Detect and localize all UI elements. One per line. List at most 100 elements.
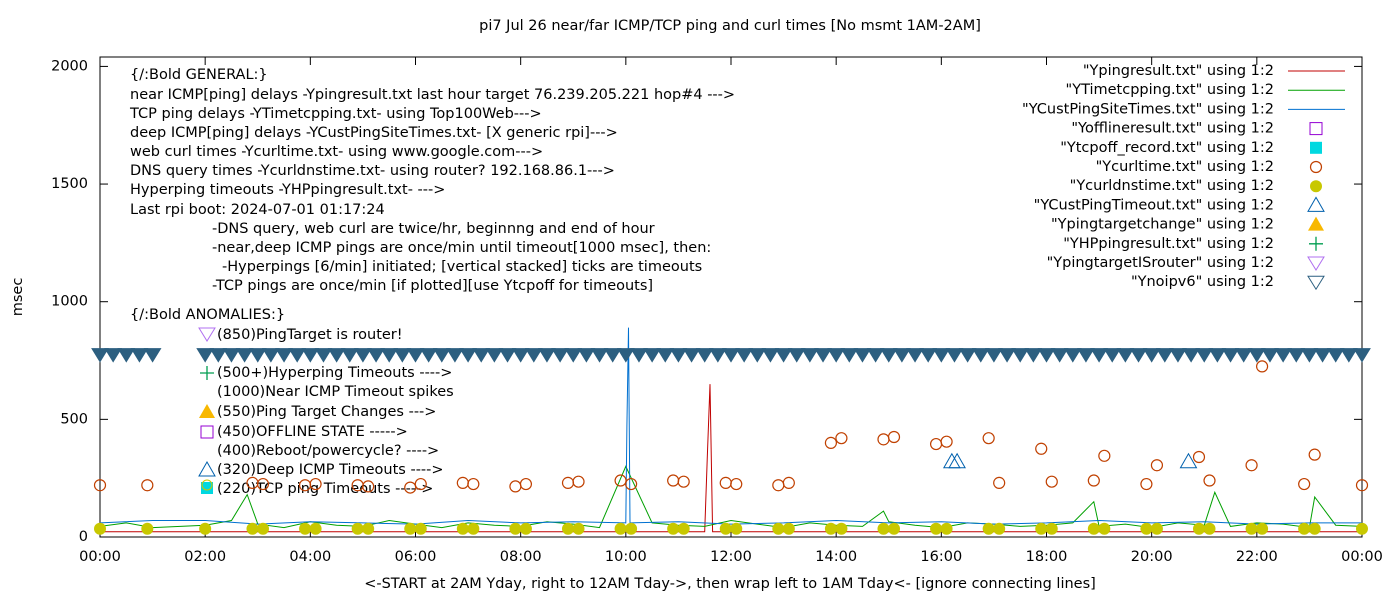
legend-label: "YpingtargetISrouter" using 1:2: [1047, 255, 1274, 271]
dot-marker: [404, 522, 417, 535]
legend-label: "Ycurltime.txt" using 1:2: [1096, 159, 1274, 175]
dot-marker: [772, 522, 785, 535]
triangle-down-marker: [853, 348, 872, 363]
annotation: (400)Reboot/powercycle? ---->: [217, 443, 439, 459]
triangle-down-marker: [616, 348, 635, 363]
triangle-down-marker: [1221, 348, 1240, 363]
annotation: Hyperping timeouts -YHPpingresult.txt- -…: [130, 182, 445, 198]
series-markers: [94, 522, 1368, 535]
triangle-down-marker: [104, 348, 123, 363]
triangle-down-marker: [288, 348, 307, 363]
dot-marker: [299, 522, 312, 535]
icon-tcp-timeout: [201, 482, 213, 494]
triangle-down-marker: [1169, 348, 1187, 363]
triangle-down-marker: [919, 348, 938, 363]
plus-marker: [1309, 236, 1323, 251]
circle-marker: [730, 477, 743, 491]
circle-marker: [1098, 449, 1111, 462]
x-tick-label: 22:00: [1236, 549, 1278, 565]
dot-marker: [1203, 522, 1216, 535]
dot-marker: [835, 522, 848, 535]
annotation: (450)OFFLINE STATE ----->: [217, 424, 408, 440]
triangle-down-marker: [603, 348, 622, 363]
icon-tcp-timeout-circle: [201, 479, 213, 491]
x-tick-label: 16:00: [920, 549, 962, 565]
triangle-down-marker: [380, 348, 399, 363]
series-markers: [942, 452, 1198, 469]
dot-marker: [614, 522, 627, 535]
triangle-down-marker: [1037, 348, 1056, 363]
circle-marker: [509, 480, 522, 493]
triangle-down-marker: [1142, 348, 1161, 363]
triangle-down-marker: [630, 348, 648, 363]
annotation: (320)Deep ICMP Timeouts ---->: [217, 462, 444, 478]
triangle-down-marker: [722, 348, 740, 363]
x-tick-label: 02:00: [184, 549, 226, 565]
triangle-down-marker: [196, 348, 215, 363]
x-tick-label: 14:00: [815, 549, 857, 565]
dot-marker: [625, 522, 638, 535]
triangle-down-marker: [406, 348, 425, 363]
y-axis-label: msec: [10, 278, 26, 317]
dot-marker: [309, 522, 322, 535]
triangle-down-marker: [814, 348, 832, 363]
circle-marker: [1298, 477, 1311, 491]
square-marker: [1310, 141, 1322, 154]
dot-marker: [677, 522, 690, 535]
triangle-down-marker: [1326, 348, 1345, 363]
triangle-down-marker: [1090, 348, 1108, 363]
x-tick-label: 08:00: [500, 549, 542, 565]
dot-marker: [414, 522, 427, 535]
triangle-down-marker: [643, 348, 662, 363]
triangle-down-marker: [1339, 348, 1358, 363]
dot-marker: [351, 522, 364, 535]
circle-marker: [1203, 474, 1216, 487]
legend-label: "YCustPingTimeout.txt" using 1:2: [1034, 197, 1274, 213]
triangle-down-marker: [498, 348, 517, 363]
dot-marker: [940, 522, 953, 535]
x-axis-label: <-START at 2AM Yday, right to 12AM Tday-…: [364, 576, 1096, 592]
x-tick-label: 18:00: [1026, 549, 1068, 565]
circle-marker: [1308, 448, 1321, 461]
annotation: {/:Bold ANOMALIES:}: [130, 307, 285, 323]
circle-marker: [1045, 475, 1058, 488]
annotation: (220)TCP ping Timeouts ----->: [217, 481, 433, 497]
legend-label: "Ynoipv6" using 1:2: [1131, 274, 1274, 290]
triangle-down-marker: [1103, 348, 1122, 363]
circle-marker: [719, 476, 732, 489]
triangle-down-marker: [695, 348, 714, 363]
triangle-down-marker: [511, 348, 530, 363]
circle-marker: [772, 479, 785, 492]
dot-marker: [572, 522, 585, 535]
triangle-down-marker: [1155, 348, 1174, 363]
dot-marker: [888, 522, 901, 535]
triangle-down-marker: [1313, 348, 1332, 363]
annotation: DNS query times -Ycurldnstime.txt- using…: [130, 163, 615, 179]
circle-marker: [1245, 459, 1258, 472]
circle-marker: [940, 435, 953, 448]
dot-marker: [1310, 180, 1322, 193]
circle-marker: [467, 477, 480, 491]
dot-marker: [246, 522, 259, 535]
triangle-down-marker: [209, 348, 228, 363]
legend-label: "YCustPingSiteTimes.txt" using 1:2: [1022, 101, 1274, 117]
dot-marker: [982, 522, 995, 535]
triangle-down-marker: [761, 348, 780, 363]
triangle-down-marker: [932, 348, 951, 363]
triangle-down-marker: [1300, 348, 1319, 363]
dot-marker: [94, 522, 106, 535]
dot-marker: [1192, 522, 1205, 535]
triangle-down-marker: [1050, 348, 1069, 363]
y-tick-label: 500: [60, 411, 88, 427]
triangle-down-marker: [262, 348, 280, 363]
annotation: (850)PingTarget is router!: [217, 327, 403, 343]
icon-hyperping: [200, 366, 214, 380]
triangle-down-marker: [1307, 256, 1325, 271]
triangle-down-marker: [1195, 348, 1214, 363]
dot-marker: [719, 522, 732, 535]
dot-marker: [1298, 522, 1311, 535]
legend-label: "Ypingresult.txt" using 1:2: [1083, 63, 1274, 79]
triangle-down-marker: [1129, 348, 1148, 363]
legend-label: "Yofflineresult.txt" using 1:2: [1071, 121, 1274, 137]
circle-marker: [782, 476, 795, 489]
